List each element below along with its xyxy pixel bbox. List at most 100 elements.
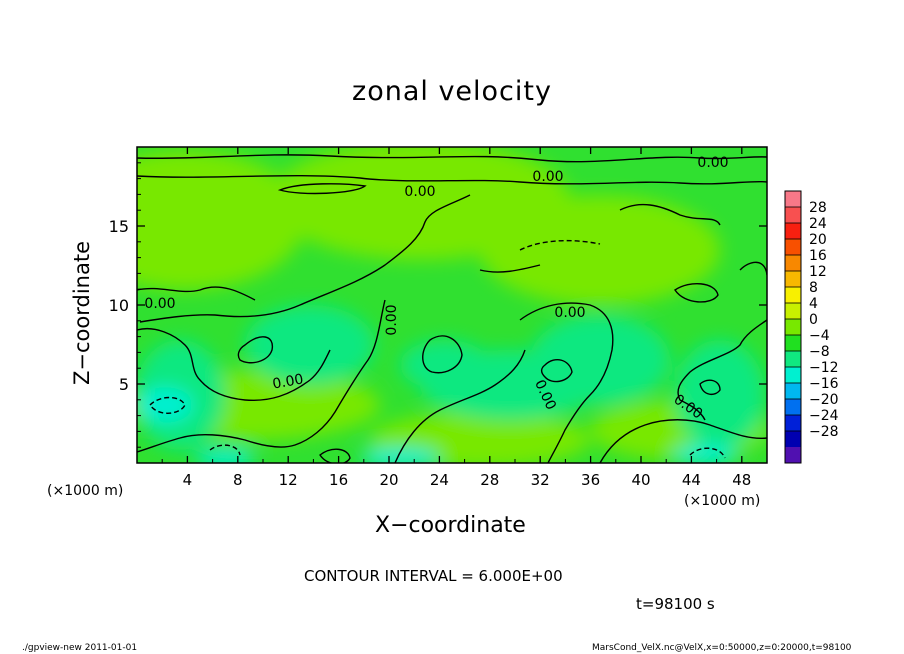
contour-label: 0.00 bbox=[144, 296, 175, 312]
colorbar-label: 20 bbox=[809, 232, 827, 248]
colorbar-frame bbox=[784, 190, 802, 464]
colorbar-swatch bbox=[785, 207, 801, 224]
footer-source: MarsCond_VelX.nc@VelX,x=0:50000,z=0:2000… bbox=[592, 643, 852, 653]
x-tick-label: 40 bbox=[631, 471, 650, 489]
contour-line bbox=[519, 302, 614, 463]
colorbar-swatch bbox=[785, 191, 801, 208]
colorbar-label: 16 bbox=[809, 248, 827, 264]
x-tick-label: 4 bbox=[183, 471, 193, 489]
contour-line bbox=[277, 183, 367, 195]
y-tick-label: 10 bbox=[109, 296, 129, 315]
contour-line bbox=[137, 286, 256, 301]
colorbar-label: −16 bbox=[809, 376, 839, 392]
field-blob bbox=[195, 448, 255, 463]
x-tick-label: 32 bbox=[531, 471, 550, 489]
chart-title: zonal velocity bbox=[352, 76, 552, 107]
contour-label: 0.00 bbox=[554, 305, 585, 321]
contour-line-negative bbox=[209, 444, 241, 456]
colorbar-label: 0 bbox=[809, 312, 818, 328]
colorbar-swatch bbox=[785, 399, 801, 416]
contour-label: 0.00 bbox=[384, 304, 400, 335]
contour-line bbox=[677, 319, 767, 421]
x-tick-label: 28 bbox=[480, 471, 499, 489]
contour-label: 0.00 bbox=[532, 169, 563, 185]
footer-program: ./gpview-new 2011-01-01 bbox=[22, 643, 138, 653]
contour-label: 0.00 bbox=[271, 371, 304, 392]
contour-line bbox=[699, 379, 721, 396]
colorbar-swatch bbox=[785, 383, 801, 400]
contour-line bbox=[619, 203, 721, 226]
contour-line bbox=[479, 264, 541, 273]
colorbar-swatch bbox=[785, 447, 801, 464]
x-tick-label: 48 bbox=[732, 471, 751, 489]
contour-line bbox=[319, 448, 351, 463]
contour-line bbox=[540, 358, 573, 383]
colorbar-label: 4 bbox=[809, 296, 818, 312]
contour-line-negative bbox=[519, 239, 601, 251]
x-tick-label: 20 bbox=[379, 471, 398, 489]
field-blobs bbox=[137, 147, 767, 463]
y-axis-label: Z−coordinate bbox=[70, 241, 94, 385]
field-blob bbox=[360, 448, 440, 463]
colorbar-swatch bbox=[785, 415, 801, 432]
field-blob bbox=[245, 305, 375, 385]
colorbar-swatch bbox=[785, 239, 801, 256]
colorbar-swatch bbox=[785, 287, 801, 304]
colorbar-swatch bbox=[785, 223, 801, 240]
x-axis-label: X−coordinate bbox=[375, 513, 526, 538]
field-blob bbox=[673, 445, 737, 463]
colorbar-label: 24 bbox=[809, 216, 827, 232]
contour-line bbox=[599, 419, 767, 463]
x-tick-label: 24 bbox=[430, 471, 449, 489]
x-unit-label-right: (×1000 m) bbox=[684, 493, 761, 509]
contour-label: 0.00 bbox=[697, 155, 728, 171]
y-tick-label: 5 bbox=[119, 375, 129, 394]
field-blob bbox=[530, 315, 670, 405]
colorbar-swatch bbox=[785, 255, 801, 272]
x-tick-label: 36 bbox=[581, 471, 600, 489]
colorbar-label: −8 bbox=[809, 344, 830, 360]
colorbar-swatch bbox=[785, 271, 801, 288]
colorbar-swatch bbox=[785, 367, 801, 384]
field-blob bbox=[480, 195, 720, 305]
contour-line bbox=[422, 335, 463, 374]
colorbar-swatch bbox=[785, 319, 801, 336]
contour-line-negative bbox=[689, 447, 726, 459]
colorbar-label: −24 bbox=[809, 408, 839, 424]
contour-line bbox=[137, 154, 767, 163]
colorbar-label: −20 bbox=[809, 392, 839, 408]
contour-line bbox=[137, 299, 386, 453]
contour-line bbox=[139, 194, 471, 323]
colorbar-label: −12 bbox=[809, 360, 839, 376]
colorbar-label: 12 bbox=[809, 264, 827, 280]
contour-line bbox=[739, 261, 767, 276]
colorbar-label: −28 bbox=[809, 424, 839, 440]
colorbar-swatch bbox=[785, 431, 801, 448]
colorbar-label: 8 bbox=[809, 280, 818, 296]
contour-line-negative bbox=[149, 396, 186, 414]
time-label: t=98100 s bbox=[636, 595, 715, 613]
y-tick-label: 15 bbox=[109, 217, 129, 236]
contour-label: 0.00 bbox=[404, 184, 435, 200]
contour-interval-note: CONTOUR INTERVAL = 6.000E+00 bbox=[304, 567, 563, 585]
contour-line bbox=[137, 328, 331, 402]
colorbar-label: −4 bbox=[809, 328, 830, 344]
x-tick-label: 12 bbox=[279, 471, 298, 489]
x-tick-label: 44 bbox=[682, 471, 701, 489]
x-tick-label: 8 bbox=[233, 471, 243, 489]
field-blob bbox=[400, 340, 490, 390]
colorbar-swatch bbox=[785, 335, 801, 352]
contour-line bbox=[237, 336, 274, 364]
x-tick-label: 16 bbox=[329, 471, 348, 489]
contour-line bbox=[394, 349, 526, 463]
colorbar-label: 28 bbox=[809, 200, 827, 216]
colorbar-swatch bbox=[785, 351, 801, 368]
field-blob bbox=[137, 387, 193, 423]
x-unit-label-left: (×1000 m) bbox=[47, 483, 124, 499]
contour-line bbox=[674, 283, 719, 303]
field-blob bbox=[137, 150, 305, 290]
colorbar-swatch bbox=[785, 303, 801, 320]
contour-line bbox=[137, 174, 767, 185]
